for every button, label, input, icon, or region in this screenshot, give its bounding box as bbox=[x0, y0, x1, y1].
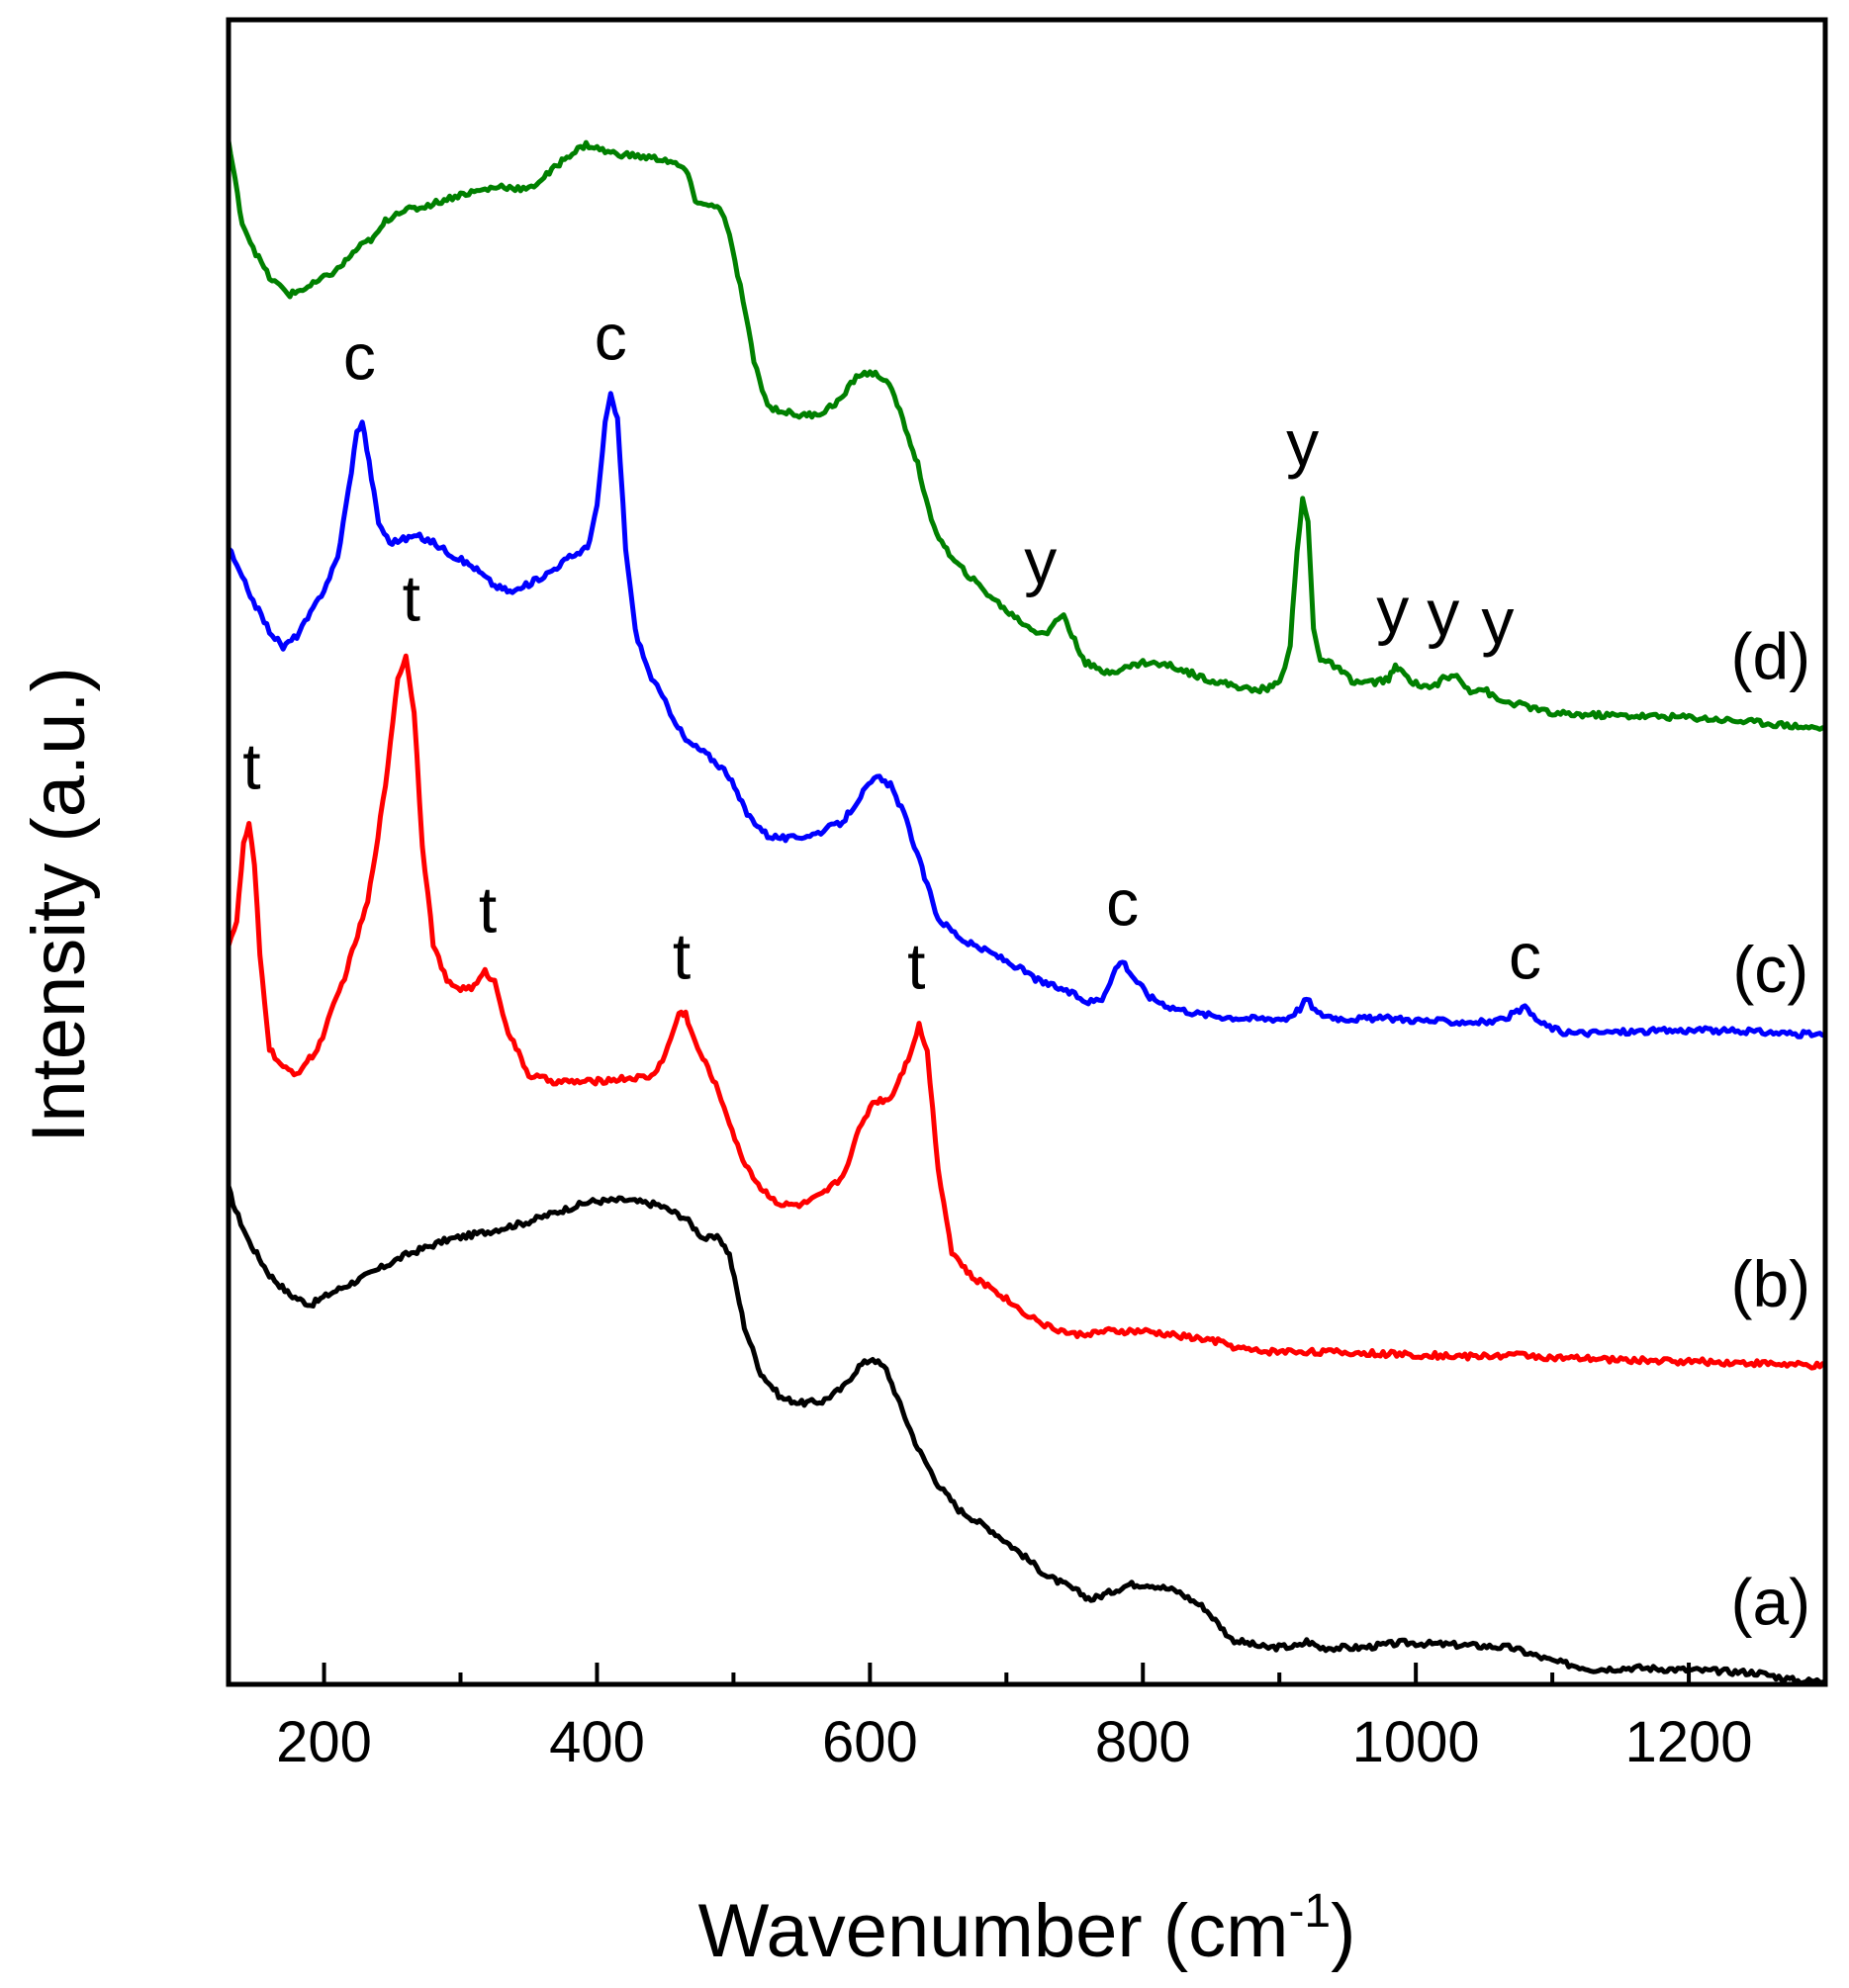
x-axis-title-superscript: -1 bbox=[1288, 1885, 1331, 1938]
x-tick-label: 1000 bbox=[1352, 1710, 1480, 1774]
x-tick-label: 1200 bbox=[1625, 1710, 1753, 1774]
series-label-a: (a) bbox=[1730, 1565, 1810, 1638]
series-label-b: (b) bbox=[1730, 1247, 1810, 1320]
series-line-b bbox=[226, 653, 1828, 1371]
x-axis-title-main: Wavenumber (cm bbox=[698, 1889, 1289, 1973]
series-line-a bbox=[226, 1183, 1828, 1686]
peak-label: t bbox=[673, 919, 691, 992]
peak-label: y bbox=[1376, 573, 1409, 646]
series-line-c bbox=[226, 391, 1828, 1039]
peak-label: y bbox=[1427, 577, 1459, 650]
peak-label: y bbox=[1024, 525, 1057, 598]
peak-label: c bbox=[595, 300, 627, 373]
series-label-c: (c) bbox=[1732, 933, 1808, 1006]
x-tick-label: 400 bbox=[549, 1710, 645, 1774]
peak-label: c bbox=[343, 320, 376, 394]
series-label-d: (d) bbox=[1730, 619, 1810, 692]
x-tick-label: 800 bbox=[1095, 1710, 1191, 1774]
peak-label: t bbox=[907, 930, 925, 1003]
peak-label: t bbox=[479, 872, 497, 946]
y-axis-title: Intensity (a.u.) bbox=[17, 667, 101, 1143]
series-layer bbox=[226, 138, 1828, 1686]
x-axis-ticks: 200 400 600 800 1000 1200 bbox=[276, 1663, 1827, 1774]
peak-label: t bbox=[242, 730, 260, 803]
x-tick-label: 600 bbox=[822, 1710, 918, 1774]
peak-label: t bbox=[403, 562, 420, 635]
peak-label: y bbox=[1286, 407, 1319, 480]
peak-label: y bbox=[1481, 585, 1514, 658]
series-line-d bbox=[226, 138, 1828, 732]
plot-frame bbox=[226, 17, 1828, 1687]
series-label-layer: (a) (b) (c) (d) bbox=[1730, 619, 1810, 1638]
x-axis-title: Wavenumber (cm-1) bbox=[698, 1885, 1356, 1973]
peak-label: c bbox=[1106, 866, 1139, 940]
x-tick-label: 200 bbox=[276, 1710, 372, 1774]
x-axis-title-end: ) bbox=[1331, 1889, 1355, 1973]
peak-label: c bbox=[1509, 919, 1541, 992]
